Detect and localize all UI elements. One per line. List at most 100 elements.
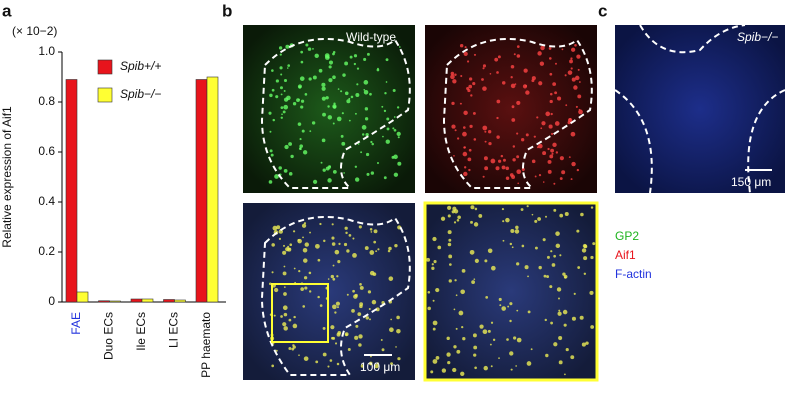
cell-dot xyxy=(565,348,569,352)
cell-dot xyxy=(303,276,308,280)
cell-dot xyxy=(319,304,323,307)
cell-dot xyxy=(364,246,369,250)
cell-dot xyxy=(308,77,312,81)
x-tick-label: FAE xyxy=(69,312,83,335)
cell-dot xyxy=(542,238,546,242)
cell-dot xyxy=(459,43,464,48)
cell-dot xyxy=(284,286,286,288)
cell-dot xyxy=(515,365,517,367)
cell-dot xyxy=(289,243,293,247)
cell-dot xyxy=(548,124,553,129)
cell-dot xyxy=(460,371,465,376)
cell-dot xyxy=(283,326,288,331)
cell-dot xyxy=(435,288,440,293)
cell-dot xyxy=(278,166,282,170)
cell-dot xyxy=(354,165,358,168)
cell-dot xyxy=(351,309,355,313)
cell-dot xyxy=(484,166,489,171)
cell-dot xyxy=(482,64,487,68)
cell-dot xyxy=(455,327,458,330)
bar xyxy=(109,300,121,303)
cell-dot xyxy=(551,132,554,136)
cell-dot xyxy=(287,245,290,248)
cell-dot xyxy=(485,295,489,299)
cell-dot xyxy=(356,83,359,86)
cell-dot xyxy=(446,352,451,357)
cell-dot xyxy=(577,266,581,269)
cell-dot xyxy=(358,343,362,347)
cell-dot xyxy=(338,242,341,246)
cell-dot xyxy=(373,240,377,244)
cell-dot xyxy=(272,225,278,231)
bar xyxy=(163,299,175,303)
legend-swatch xyxy=(97,87,113,103)
cell-dot xyxy=(467,157,472,162)
cell-dot xyxy=(484,130,487,133)
cell-dot xyxy=(392,127,395,130)
cell-dot xyxy=(512,158,516,162)
cell-dot xyxy=(432,327,436,331)
cell-dot xyxy=(482,329,488,335)
cell-dot xyxy=(327,105,330,108)
cell-dot xyxy=(570,178,573,181)
cell-dot xyxy=(474,366,477,370)
cell-dot xyxy=(432,320,438,326)
cell-dot xyxy=(341,112,344,115)
bar xyxy=(130,298,143,303)
cell-dot xyxy=(548,57,552,60)
cell-dot xyxy=(302,150,308,155)
cell-dot xyxy=(300,50,304,54)
cell-dot xyxy=(510,83,516,89)
cell-dot xyxy=(516,45,520,48)
cell-dot xyxy=(275,95,279,99)
cell-dot xyxy=(397,357,401,361)
cell-dot xyxy=(370,231,373,233)
cell-dot xyxy=(343,242,348,247)
cell-dot xyxy=(269,93,273,98)
cell-dot xyxy=(354,335,359,340)
cell-dot xyxy=(554,91,558,95)
cell-dot xyxy=(551,152,554,155)
cell-dot xyxy=(590,325,595,329)
cell-dot xyxy=(583,244,588,249)
cell-dot xyxy=(462,131,467,137)
cell-dot xyxy=(516,337,522,343)
cell-dot xyxy=(303,258,308,263)
cell-dot xyxy=(537,217,541,221)
cell-dot xyxy=(550,112,553,116)
cell-dot xyxy=(292,230,296,233)
cell-dot xyxy=(575,105,578,108)
cell-dot xyxy=(330,325,335,330)
cell-dot xyxy=(510,76,513,79)
cell-dot xyxy=(464,46,467,49)
cell-dot xyxy=(509,242,513,246)
cell-dot xyxy=(330,274,335,279)
cell-dot xyxy=(291,347,295,351)
cell-dot xyxy=(333,102,336,105)
cell-dot xyxy=(431,263,434,266)
cell-dot xyxy=(579,315,584,320)
cell-dot xyxy=(327,115,333,120)
cell-dot xyxy=(301,129,305,133)
cell-dot xyxy=(309,130,312,133)
cell-dot xyxy=(468,168,471,172)
cell-dot xyxy=(505,217,510,223)
y-tick-label: 0.6 xyxy=(38,144,55,158)
cell-dot xyxy=(282,271,287,276)
cell-dot xyxy=(366,172,370,176)
cell-dot xyxy=(396,315,400,320)
cell-dot xyxy=(370,171,375,175)
cell-dot xyxy=(473,222,479,227)
cell-dot xyxy=(515,225,519,230)
cell-dot xyxy=(474,258,479,263)
cell-dot xyxy=(312,75,317,80)
cell-dot xyxy=(307,47,312,51)
cell-dot xyxy=(394,243,398,248)
cell-dot xyxy=(331,223,334,226)
cell-dot xyxy=(393,154,398,160)
cell-dot xyxy=(396,131,401,137)
cell-dot xyxy=(525,133,529,137)
cell-dot xyxy=(298,98,300,101)
cell-dot xyxy=(454,279,457,282)
